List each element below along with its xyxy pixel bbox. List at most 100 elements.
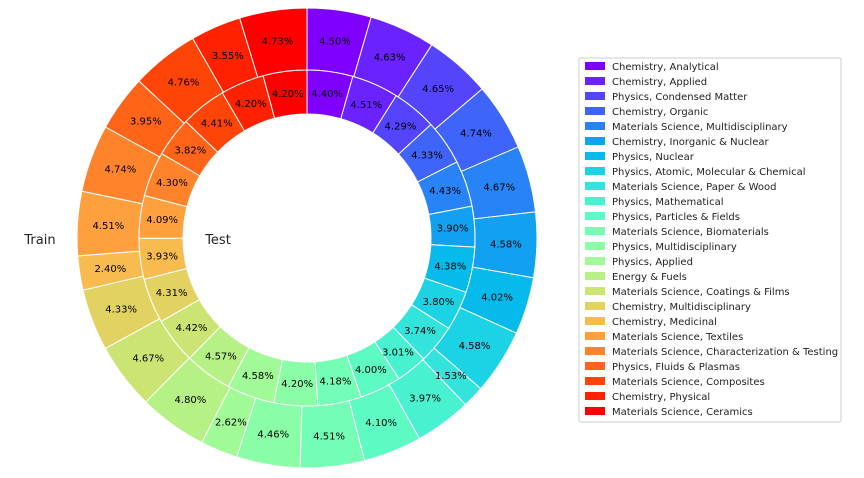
outer-slice-label-9: 3.97% — [409, 394, 441, 405]
inner-slice-23 — [262, 69, 308, 119]
inner-slice-label-8: 3.74% — [404, 326, 436, 337]
legend-swatch-19 — [585, 347, 605, 355]
legend-swatch-16 — [585, 302, 605, 310]
legend-swatch-12 — [585, 242, 605, 250]
inner-slice-label-9: 3.01% — [382, 348, 414, 359]
inner-slice-label-21: 4.41% — [201, 119, 233, 130]
inner-slice-label-16: 4.31% — [156, 288, 188, 299]
inner-slice-label-12: 4.20% — [281, 379, 313, 390]
inner-slice-label-19: 4.30% — [156, 178, 188, 189]
legend-swatch-9 — [585, 197, 605, 205]
outer-ring-train — [76, 7, 538, 469]
legend: Chemistry, Analytical Chemistry, Applied P… — [578, 57, 842, 423]
outer-slice-label-17: 2.40% — [94, 264, 126, 275]
legend-entry-2: Physics, Condensed Matter — [612, 92, 748, 103]
legend-entry-6: Physics, Nuclear — [612, 152, 695, 163]
legend-entry-22: Chemistry, Physical — [612, 392, 710, 403]
legend-entry-8: Materials Science, Paper & Wood — [612, 182, 777, 193]
outer-slice-label-23: 4.73% — [262, 37, 294, 48]
legend-entry-7: Physics, Atomic, Molecular & Chemical — [612, 167, 806, 178]
legend-swatch-8 — [585, 182, 605, 190]
inner-slice-label-13: 4.58% — [242, 371, 274, 382]
inner-slice-label-10: 4.00% — [355, 365, 387, 376]
legend-swatch-13 — [585, 257, 605, 265]
inner-slice-label-5: 3.90% — [437, 224, 469, 235]
legend-entry-1: Chemistry, Applied — [612, 77, 707, 88]
legend-swatch-15 — [585, 287, 605, 295]
legend-entry-15: Materials Science, Coatings & Films — [612, 287, 790, 298]
outer-slice-label-16: 4.33% — [105, 304, 137, 315]
inner-slice-label-14: 4.57% — [205, 351, 237, 362]
inner-slice-label-15: 4.42% — [176, 323, 208, 334]
legend-entry-11: Materials Science, Biomaterials — [612, 227, 769, 238]
legend-entry-10: Physics, Particles & Fields — [612, 212, 740, 223]
legend-entry-23: Materials Science, Ceramics — [612, 407, 753, 418]
outer-slice-label-14: 4.80% — [175, 395, 207, 406]
legend-entry-12: Physics, Multidisciplinary — [612, 242, 737, 253]
legend-swatch-1 — [585, 77, 605, 85]
outer-slice-label-5: 4.58% — [490, 240, 522, 251]
legend-entry-18: Materials Science, Textiles — [612, 332, 743, 343]
legend-entry-13: Physics, Applied — [612, 257, 693, 268]
outer-slice-label-18: 4.51% — [93, 221, 125, 232]
inner-ring-test — [138, 69, 476, 407]
legend-entry-20: Physics, Fluids & Plasmas — [612, 362, 740, 373]
legend-swatch-5 — [585, 137, 605, 145]
outer-slice-label-3: 4.74% — [460, 128, 492, 139]
inner-slice-label-6: 4.38% — [434, 261, 466, 272]
outer-slice-label-22: 3.55% — [212, 51, 244, 62]
legend-entry-17: Chemistry, Medicinal — [612, 317, 717, 328]
legend-swatch-22 — [585, 392, 605, 400]
legend-entry-19: Materials Science, Characterization & Te… — [612, 347, 838, 358]
inner-slice-label-11: 4.18% — [320, 377, 352, 388]
legend-swatch-17 — [585, 317, 605, 325]
legend-swatch-6 — [585, 152, 605, 160]
inner-slice-label-3: 4.33% — [411, 150, 443, 161]
inner-slice-label-7: 3.80% — [423, 297, 455, 308]
legend-entry-16: Chemistry, Multidisciplinary — [612, 302, 751, 313]
outer-slice-label-4: 4.67% — [483, 182, 515, 193]
inner-slice-label-2: 4.29% — [385, 121, 417, 132]
series-label-train: Train — [23, 233, 55, 248]
outer-slice-label-13: 2.62% — [215, 417, 247, 428]
outer-slice-label-20: 3.95% — [130, 117, 162, 128]
legend-items: Chemistry, Analytical Chemistry, Applied P… — [585, 62, 838, 418]
legend-swatch-7 — [585, 167, 605, 175]
inner-slice-label-17: 3.93% — [146, 252, 178, 263]
legend-entry-0: Chemistry, Analytical — [612, 62, 719, 73]
legend-swatch-10 — [585, 212, 605, 220]
legend-entry-14: Energy & Fuels — [612, 272, 687, 283]
outer-slice-label-19: 4.74% — [104, 164, 136, 175]
legend-swatch-21 — [585, 377, 605, 385]
outer-slice-label-1: 4.63% — [374, 52, 406, 63]
inner-slice-label-0: 4.40% — [311, 89, 343, 100]
legend-entry-3: Chemistry, Organic — [612, 107, 708, 118]
series-label-test: Test — [204, 233, 231, 248]
legend-frame — [578, 57, 842, 423]
legend-swatch-0 — [585, 62, 605, 70]
inner-slice-label-1: 4.51% — [350, 100, 382, 111]
inner-slice-label-23: 4.20% — [272, 89, 304, 100]
legend-swatch-18 — [585, 332, 605, 340]
inner-slice-label-4: 4.43% — [429, 186, 461, 197]
outer-slice-label-7: 4.58% — [459, 341, 491, 352]
legend-swatch-11 — [585, 227, 605, 235]
outer-slice-label-15: 4.67% — [132, 354, 164, 365]
outer-slice-label-10: 4.10% — [365, 418, 397, 429]
legend-entry-5: Chemistry, Inorganic & Nuclear — [612, 137, 769, 148]
legend-entry-4: Materials Science, Multidisciplinary — [612, 122, 788, 133]
legend-entry-21: Materials Science, Composites — [612, 377, 765, 388]
legend-swatch-23 — [585, 407, 605, 415]
outer-slice-label-11: 4.51% — [313, 431, 345, 442]
outer-slice-label-6: 4.02% — [481, 292, 513, 303]
inner-ring-labels: 4.40% 4.51%4.29% 4.33% 4.43% 3.90% 4.38% 3.80%… — [146, 89, 468, 390]
legend-swatch-14 — [585, 272, 605, 280]
outer-slice-label-2: 4.65% — [422, 84, 454, 95]
outer-slice-label-8: 1.53% — [435, 371, 467, 382]
inner-slice-label-22: 4.20% — [235, 99, 267, 110]
legend-swatch-4 — [585, 122, 605, 130]
outer-ring-labels: 4.50% 4.63% 4.65% 4.74% 4.67% 4.58% 4.02% 4.58%… — [93, 36, 522, 442]
inner-slice-label-20: 3.82% — [175, 146, 207, 157]
